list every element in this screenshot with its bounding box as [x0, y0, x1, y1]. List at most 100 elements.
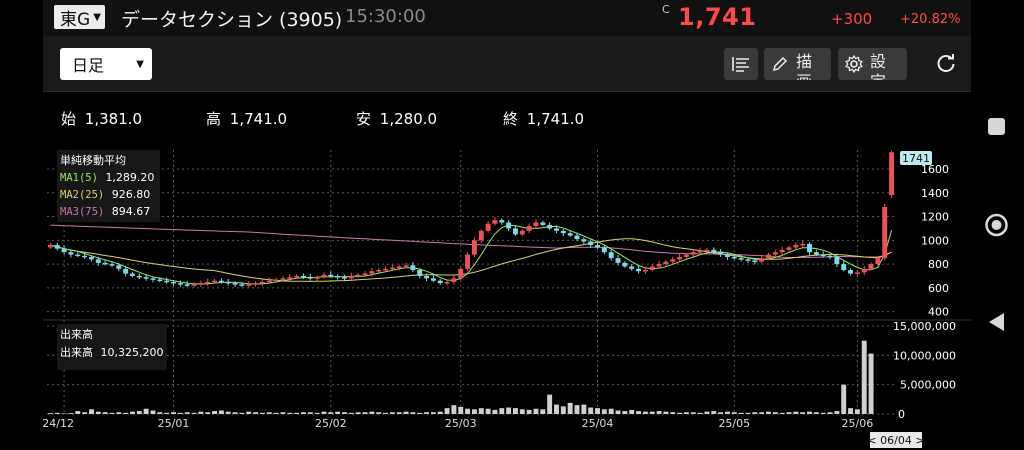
candle — [225, 281, 231, 284]
candle — [348, 275, 354, 279]
cursor-date-text: < 06/04 > — [867, 434, 924, 447]
candle — [697, 251, 703, 253]
candle — [123, 268, 129, 274]
volume-bar — [314, 412, 320, 414]
candle — [526, 226, 532, 231]
volume-bar — [649, 411, 655, 414]
candle — [882, 207, 888, 259]
candle — [430, 278, 436, 281]
indicator-list-button[interactable] — [724, 48, 758, 80]
candle — [854, 272, 860, 274]
candle — [232, 283, 238, 285]
settings-button[interactable]: 設 定 — [838, 48, 907, 80]
candle — [198, 283, 204, 285]
candle — [622, 262, 628, 267]
candle — [499, 220, 505, 223]
ma3-row: MA3(75) 894.67 — [60, 203, 157, 220]
date-tick-label: 24/12 — [43, 417, 74, 430]
ma2-label: MA2(25) — [60, 189, 105, 201]
volume-bar — [690, 412, 696, 414]
volume-bar — [642, 411, 648, 414]
volume-bar — [458, 406, 464, 414]
market-selector[interactable]: 東G ▼ — [54, 5, 105, 30]
gear-icon — [845, 54, 863, 74]
volume-bar — [362, 412, 368, 414]
candle — [683, 254, 689, 257]
candle — [506, 222, 512, 229]
volume-bar — [779, 412, 785, 414]
candle — [458, 268, 464, 279]
candle — [574, 235, 580, 240]
volume-bar — [567, 402, 573, 414]
candle — [307, 277, 313, 279]
candle — [362, 273, 368, 276]
candle — [410, 265, 416, 271]
recent-apps-icon[interactable] — [988, 118, 1005, 135]
date-tick-label: 25/02 — [315, 417, 347, 430]
volume-bar — [820, 412, 826, 414]
candle — [766, 254, 771, 259]
header-bar: 東G ▼ データセクション (3905) 15:30:00 C 1,741 +3… — [43, 0, 971, 36]
volume-legend-title: 出来高 — [60, 328, 93, 341]
draw-button[interactable]: 描 画 — [764, 48, 831, 80]
candlestick-chart[interactable]: 400 600 800 1000 1200 1400 1600 0 5,000,000 10,0… — [43, 140, 971, 450]
price-tick-label: 600 — [928, 282, 949, 295]
volume-bar — [383, 412, 388, 414]
candle — [191, 284, 197, 286]
volume-bar — [68, 413, 74, 414]
open-value: 始 1,381.0 — [61, 110, 143, 128]
candle — [171, 281, 176, 284]
pencil-icon — [772, 56, 788, 72]
candle — [355, 274, 361, 277]
candle — [259, 281, 265, 284]
volume-bar — [772, 412, 778, 414]
refresh-icon[interactable] — [935, 53, 957, 75]
volume-bar — [130, 411, 135, 414]
volume-bar — [718, 412, 724, 414]
volume-bar — [533, 408, 539, 414]
candle — [451, 278, 457, 282]
ma2-value: 926.80 — [111, 188, 151, 201]
settings-label: 設 定 — [870, 52, 887, 80]
volume-bar — [410, 412, 416, 414]
back-icon[interactable] — [989, 313, 1004, 331]
candle — [827, 255, 833, 258]
candle — [109, 264, 115, 266]
volume-bar — [656, 411, 662, 414]
candle — [663, 261, 669, 265]
candle — [704, 249, 710, 252]
candle — [601, 247, 607, 253]
candle — [533, 222, 539, 227]
period-select[interactable]: 日足 ▼ — [60, 48, 152, 80]
volume-bar — [369, 411, 375, 414]
volume-bar — [225, 411, 231, 414]
close-marker: C — [662, 3, 670, 16]
android-nav-bar — [971, 0, 1024, 450]
volume-bar — [287, 412, 293, 414]
volume-bar — [437, 411, 443, 414]
candle — [731, 256, 737, 259]
date-tick-label: 25/06 — [842, 417, 874, 430]
volume-bar — [492, 409, 498, 414]
volume-bar — [164, 412, 170, 414]
candle — [61, 248, 67, 253]
home-icon[interactable] — [985, 213, 1008, 237]
candle — [471, 240, 477, 255]
candle — [868, 264, 874, 269]
ma1-value: 1,289.20 — [105, 171, 155, 184]
candle — [444, 281, 450, 284]
volume-bar — [376, 412, 382, 414]
candles-group — [47, 150, 895, 288]
high-value: 高 1,741.0 — [206, 110, 288, 128]
volume-bar — [519, 409, 525, 414]
candle — [581, 239, 587, 242]
volume-bar — [232, 412, 238, 414]
ma1-row: MA1(5) 1,289.20 — [60, 169, 157, 186]
cursor-date-tag[interactable]: < 06/04 > — [867, 432, 925, 448]
candle — [642, 270, 648, 272]
quote-time: 15:30:00 — [345, 6, 426, 27]
candle — [287, 277, 293, 279]
price-tick-label: 800 — [928, 258, 949, 271]
volume-bar — [807, 411, 812, 414]
volume-bar — [280, 412, 286, 414]
